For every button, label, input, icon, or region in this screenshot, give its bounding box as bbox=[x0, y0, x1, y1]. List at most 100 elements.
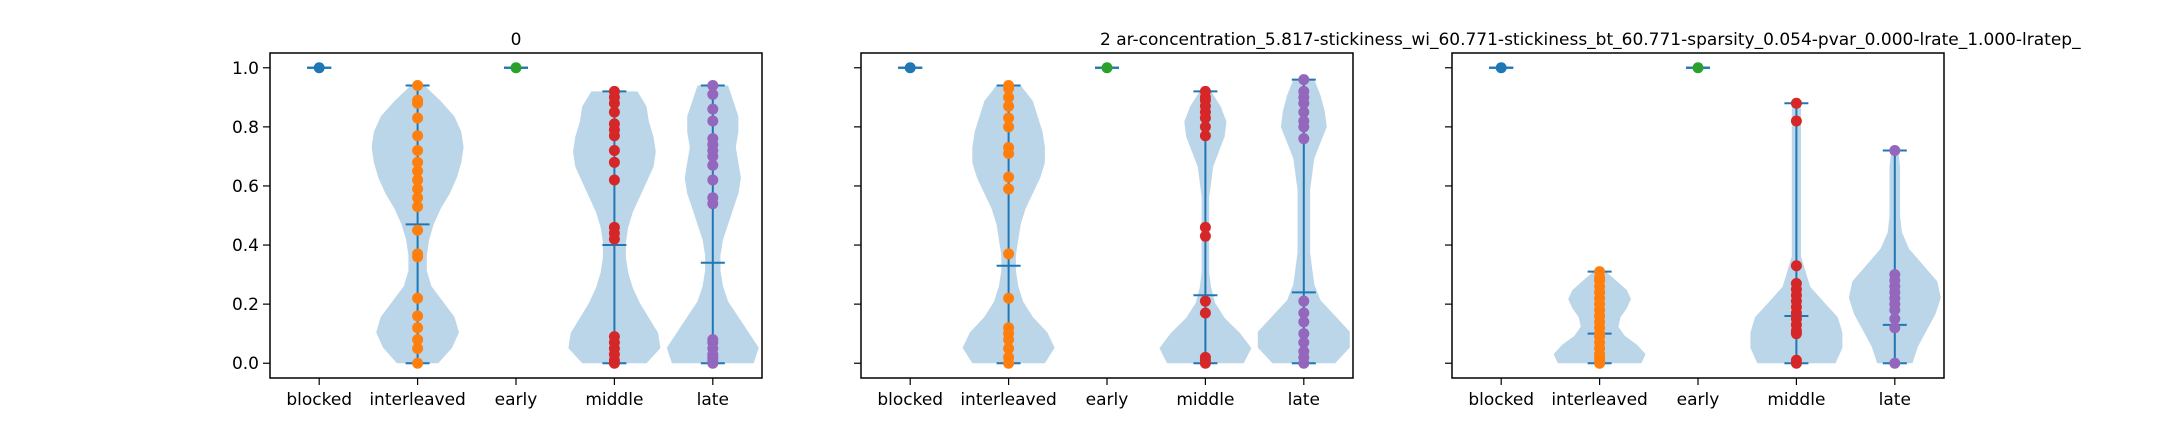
data-point-middle bbox=[1199, 130, 1211, 142]
data-point-middle bbox=[1199, 230, 1211, 242]
data-point-late bbox=[1889, 145, 1901, 156]
data-point-interleaved bbox=[1003, 322, 1015, 334]
data-point-middle bbox=[1790, 354, 1802, 366]
data-point-middle bbox=[1790, 97, 1802, 109]
data-point-late bbox=[1298, 337, 1310, 349]
data-point-interleaved bbox=[412, 94, 424, 106]
data-point-interleaved bbox=[1003, 142, 1015, 154]
x-tick-label: early bbox=[1677, 390, 1720, 410]
data-point-late bbox=[1889, 269, 1901, 281]
data-point-middle bbox=[1199, 221, 1211, 233]
data-point-interleaved bbox=[1003, 112, 1015, 124]
y-tick-label: 0.4 bbox=[232, 236, 259, 256]
data-point-interleaved bbox=[412, 192, 424, 204]
data-point-late bbox=[707, 80, 719, 91]
data-point-interleaved bbox=[412, 292, 424, 304]
data-point-interleaved bbox=[412, 156, 424, 168]
data-point-interleaved bbox=[1594, 266, 1606, 278]
data-point-late bbox=[707, 103, 719, 115]
data-point-interleaved bbox=[412, 201, 424, 213]
data-point-interleaved bbox=[1003, 351, 1015, 363]
data-point-interleaved bbox=[412, 342, 424, 354]
data-point-interleaved bbox=[1003, 91, 1015, 103]
panel-title: 0 bbox=[511, 30, 522, 50]
data-point-middle bbox=[1790, 115, 1802, 127]
data-point-late bbox=[707, 115, 719, 127]
x-tick-label: middle bbox=[585, 390, 643, 410]
y-tick-label: 0.6 bbox=[232, 177, 259, 197]
data-point-middle bbox=[608, 145, 620, 156]
panel-1: blocked interleaved early middle late bbox=[854, 52, 1354, 410]
data-point-late bbox=[707, 174, 719, 186]
data-point-middle bbox=[1199, 295, 1211, 307]
data-point-blocked bbox=[1495, 62, 1507, 74]
data-point-interleaved bbox=[1003, 100, 1015, 112]
data-point-late bbox=[707, 334, 719, 346]
data-point-interleaved bbox=[412, 112, 424, 124]
data-point-late bbox=[1298, 133, 1310, 145]
data-point-late bbox=[1298, 307, 1310, 319]
data-point-late bbox=[1889, 357, 1901, 369]
data-point-interleaved bbox=[412, 310, 424, 322]
data-point-middle bbox=[608, 118, 620, 130]
panel-0: 0.0 0.2 0.4 0.6 0.8 1.0 blocked interleaved earl… bbox=[232, 30, 763, 410]
x-tick-label: blocked bbox=[877, 390, 943, 410]
data-point-interleaved bbox=[412, 145, 424, 156]
data-point-middle bbox=[608, 331, 620, 343]
data-point-interleaved bbox=[412, 80, 424, 91]
data-point-blocked bbox=[904, 62, 916, 74]
x-tick-label: late bbox=[1288, 390, 1320, 410]
data-point-interleaved bbox=[412, 224, 424, 236]
data-point-blocked bbox=[313, 62, 325, 74]
figure-title: 2 ar-concentration_5.817-stickiness_wi_6… bbox=[1100, 30, 2081, 50]
data-point-interleaved bbox=[412, 357, 424, 369]
axes-frame bbox=[269, 52, 763, 379]
y-tick-label: 0.0 bbox=[232, 354, 259, 374]
data-point-interleaved bbox=[412, 334, 424, 346]
data-point-late bbox=[707, 192, 719, 204]
data-point-early bbox=[1692, 62, 1704, 74]
data-point-interleaved bbox=[412, 174, 424, 186]
data-point-middle bbox=[1199, 85, 1211, 97]
x-tick-label: middle bbox=[1767, 390, 1825, 410]
data-point-interleaved bbox=[412, 165, 424, 177]
x-tick-label: blocked bbox=[286, 390, 352, 410]
axes-frame bbox=[860, 52, 1354, 379]
y-tick-label: 0.2 bbox=[232, 295, 259, 315]
data-point-early bbox=[1101, 62, 1113, 74]
x-tick-label: early bbox=[495, 390, 538, 410]
data-point-middle bbox=[1199, 121, 1211, 133]
data-point-middle bbox=[608, 221, 620, 233]
y-tick-label: 0.8 bbox=[232, 118, 259, 138]
x-tick-label: interleaved bbox=[960, 390, 1057, 410]
data-point-interleaved bbox=[412, 322, 424, 334]
data-point-late bbox=[1298, 106, 1310, 118]
x-tick-label: early bbox=[1086, 390, 1129, 410]
data-point-late bbox=[1298, 85, 1310, 97]
data-point-middle bbox=[1199, 307, 1211, 319]
panel-2: blocked interleaved early middle late bbox=[1445, 52, 1945, 410]
data-point-middle bbox=[1790, 260, 1802, 272]
data-point-interleaved bbox=[1003, 80, 1015, 91]
data-point-middle bbox=[608, 156, 620, 168]
data-point-interleaved bbox=[1003, 183, 1015, 195]
axes-frame bbox=[1451, 52, 1945, 379]
data-point-late bbox=[1298, 115, 1310, 127]
x-tick-label: late bbox=[697, 390, 729, 410]
data-point-late bbox=[707, 133, 719, 145]
data-point-interleaved bbox=[412, 130, 424, 142]
data-point-interleaved bbox=[1003, 292, 1015, 304]
data-point-late bbox=[1298, 316, 1310, 328]
data-point-middle bbox=[608, 85, 620, 97]
x-tick-label: interleaved bbox=[1551, 390, 1648, 410]
data-point-middle bbox=[608, 106, 620, 118]
data-point-interleaved bbox=[1003, 121, 1015, 133]
x-tick-label: interleaved bbox=[369, 390, 466, 410]
data-point-late bbox=[1298, 74, 1310, 86]
data-point-late bbox=[707, 88, 719, 100]
data-point-late bbox=[1889, 313, 1901, 325]
data-point-middle bbox=[1790, 277, 1802, 289]
data-point-late bbox=[1298, 295, 1310, 307]
